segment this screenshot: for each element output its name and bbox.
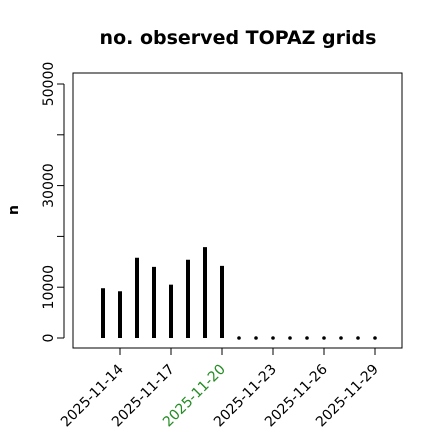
bar-zero-point — [271, 336, 275, 340]
x-axis: 2025-11-142025-11-172025-11-202025-11-23… — [58, 347, 382, 430]
bar-zero-point — [339, 336, 343, 340]
y-axis: 0 10000 30000 50000 — [41, 62, 65, 343]
y-tick-label: 50000 — [41, 62, 57, 107]
bar-zero-point — [356, 336, 360, 340]
bar-zero-point — [237, 336, 241, 340]
bars — [101, 247, 377, 340]
bar-zero-point — [254, 336, 258, 340]
bar-zero-point — [373, 336, 377, 340]
y-tick-label: 10000 — [41, 265, 57, 310]
bar-zero-point — [322, 336, 326, 340]
y-tick-label: 0 — [41, 334, 57, 343]
bar-zero-point — [305, 336, 309, 340]
y-tick-label: 30000 — [41, 163, 57, 208]
chart-title: no. observed TOPAZ grids — [100, 27, 377, 49]
bar-zero-point — [288, 336, 292, 340]
plot-frame — [72, 72, 403, 349]
y-axis-label: n — [6, 205, 22, 215]
